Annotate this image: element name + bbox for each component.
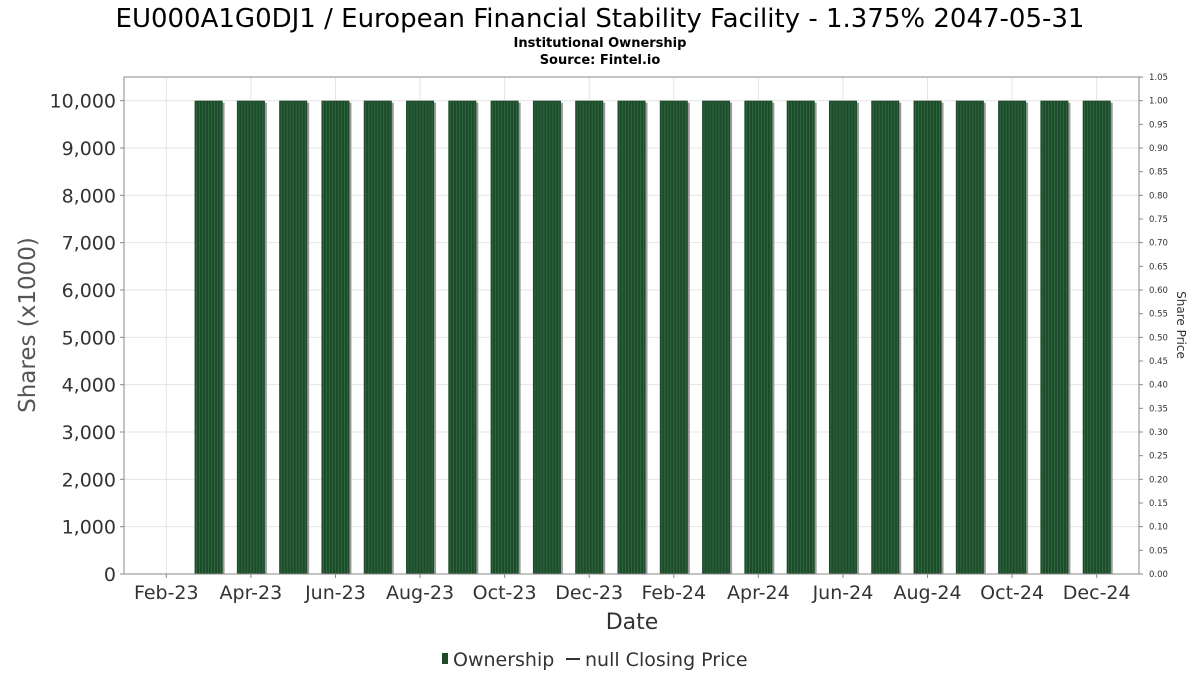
y2-tick-label: 0.10 bbox=[1149, 523, 1168, 533]
y2-tick-label: 0.15 bbox=[1149, 499, 1168, 509]
y2-tick-label: 0.85 bbox=[1149, 168, 1168, 178]
y-tick-label: 0 bbox=[104, 564, 116, 586]
legend-ownership-label: Ownership bbox=[453, 649, 554, 671]
y2-tick-label: 0.20 bbox=[1149, 475, 1168, 485]
x-axis: Feb-23 Apr-23 Jun-23 Aug-23 Oct-23 Dec-23 Feb-… bbox=[134, 574, 1131, 604]
y2-axis: 0.00 0.05 0.10 0.15 0.20 0.25 0.30 0.35 0.40 0.45… bbox=[1139, 73, 1168, 580]
y2-tick-label: 0.00 bbox=[1149, 570, 1168, 580]
y-tick-label: 4,000 bbox=[62, 375, 116, 397]
y2-tick-label: 0.05 bbox=[1149, 546, 1168, 556]
x-tick-label: Jun-23 bbox=[304, 582, 366, 604]
y2-tick-label: 0.95 bbox=[1149, 120, 1168, 130]
y2-tick-label: 0.75 bbox=[1149, 215, 1168, 225]
y2-tick-label: 0.80 bbox=[1149, 191, 1168, 201]
x-tick-label: Feb-23 bbox=[134, 582, 199, 604]
x-axis-label: Date bbox=[606, 610, 659, 635]
y2-tick-label: 0.50 bbox=[1149, 333, 1168, 343]
y2-tick-label: 0.60 bbox=[1149, 286, 1168, 296]
plot-area bbox=[123, 76, 1140, 575]
y-tick-label: 1,000 bbox=[62, 517, 116, 539]
legend-price-label: null Closing Price bbox=[585, 649, 748, 671]
y-tick-label: 2,000 bbox=[62, 469, 116, 491]
y2-tick-label: 0.55 bbox=[1149, 310, 1168, 320]
y-axis: 0 1,000 2,000 3,000 4,000 5,000 6,000 7,000 8,00… bbox=[50, 91, 124, 586]
y-tick-label: 9,000 bbox=[62, 138, 116, 160]
legend-ownership-swatch bbox=[442, 653, 448, 664]
y2-tick-label: 0.40 bbox=[1149, 381, 1168, 391]
y-tick-label: 6,000 bbox=[62, 280, 116, 302]
y2-tick-label: 1.00 bbox=[1149, 97, 1168, 107]
y2-tick-label: 0.90 bbox=[1149, 144, 1168, 154]
y-tick-label: 10,000 bbox=[50, 91, 116, 113]
y2-tick-label: 0.70 bbox=[1149, 239, 1168, 249]
y2-tick-label: 0.25 bbox=[1149, 452, 1168, 462]
x-tick-label: Dec-23 bbox=[555, 582, 623, 604]
x-tick-label: Aug-24 bbox=[893, 582, 961, 604]
x-tick-label: Dec-24 bbox=[1063, 582, 1131, 604]
y2-tick-label: 0.45 bbox=[1149, 357, 1168, 367]
chart-source: Source: Fintel.io bbox=[540, 53, 661, 68]
x-tick-label: Feb-24 bbox=[641, 582, 706, 604]
x-tick-label: Oct-23 bbox=[473, 582, 537, 604]
y-tick-label: 8,000 bbox=[62, 185, 116, 207]
chart-subtitle: Institutional Ownership bbox=[514, 36, 687, 51]
x-tick-label: Apr-24 bbox=[727, 582, 790, 604]
y2-tick-label: 1.05 bbox=[1149, 73, 1168, 83]
x-tick-label: Aug-23 bbox=[386, 582, 454, 604]
x-tick-label: Oct-24 bbox=[980, 582, 1044, 604]
y2-tick-label: 0.65 bbox=[1149, 262, 1168, 272]
legend: Ownership null Closing Price bbox=[442, 649, 748, 671]
y2-axis-label: Share Price bbox=[1174, 291, 1188, 359]
y-tick-label: 3,000 bbox=[62, 422, 116, 444]
chart-title: EU000A1G0DJ1 / European Financial Stabil… bbox=[116, 4, 1085, 34]
y-tick-label: 7,000 bbox=[62, 233, 116, 255]
y-axis-label: Shares (x1000) bbox=[15, 237, 41, 413]
y-tick-label: 5,000 bbox=[62, 327, 116, 349]
bars-group bbox=[194, 100, 1113, 575]
y2-tick-label: 0.35 bbox=[1149, 404, 1168, 414]
x-tick-label: Apr-23 bbox=[220, 582, 283, 604]
y2-tick-label: 0.30 bbox=[1149, 428, 1168, 438]
x-tick-label: Jun-24 bbox=[812, 582, 874, 604]
